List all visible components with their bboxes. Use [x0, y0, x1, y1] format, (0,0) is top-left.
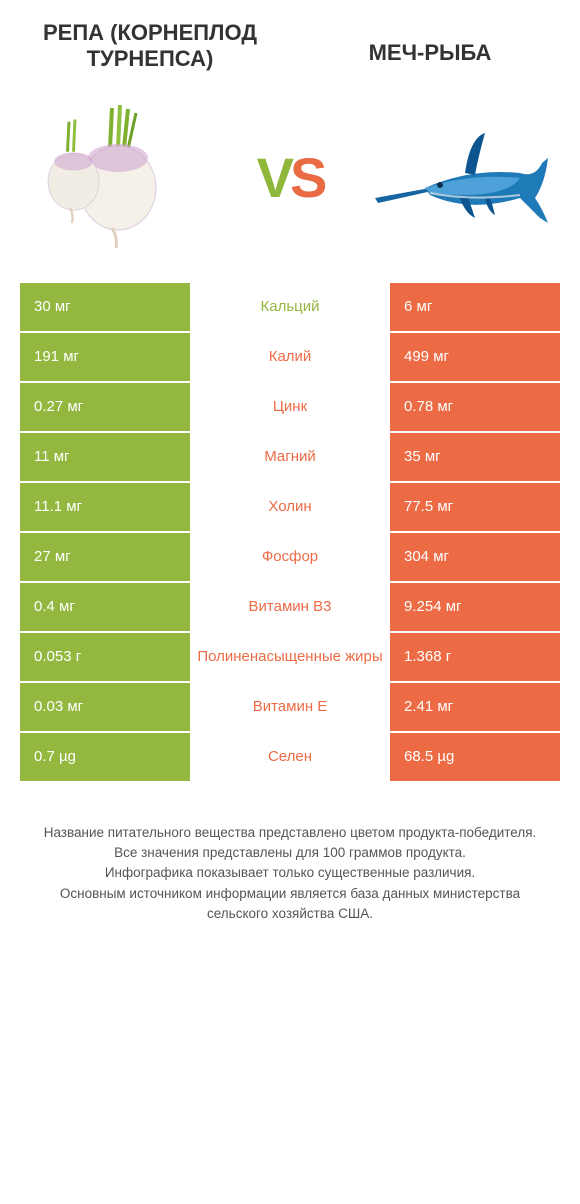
nutrient-label: Магний [190, 433, 390, 481]
right-value-cell: 6 мг [390, 283, 560, 331]
left-value-cell: 191 мг [20, 333, 190, 381]
right-value-cell: 0.78 мг [390, 383, 560, 431]
table-row: 30 мгКальций6 мг [20, 283, 560, 331]
left-value-cell: 27 мг [20, 533, 190, 581]
table-row: 11.1 мгХолин77.5 мг [20, 483, 560, 531]
table-row: 0.03 мгВитамин E2.41 мг [20, 683, 560, 731]
right-value-cell: 499 мг [390, 333, 560, 381]
footer-line-4: Основным источником информации является … [30, 884, 550, 925]
vs-v: V [257, 146, 290, 209]
nutrient-label: Полиненасыщенные жиры [190, 633, 390, 681]
left-value-cell: 0.4 мг [20, 583, 190, 631]
swordfish-icon [370, 98, 550, 258]
footer-notes: Название питательного вещества представл… [0, 783, 580, 944]
right-value-cell: 304 мг [390, 533, 560, 581]
nutrient-label: Калий [190, 333, 390, 381]
right-value-cell: 2.41 мг [390, 683, 560, 731]
left-value-cell: 0.27 мг [20, 383, 190, 431]
images-row: VS [0, 83, 580, 283]
header: РЕПА (КОРНЕПЛОД ТУРНЕПСА) МЕЧ-РЫБА [0, 0, 580, 83]
footer-line-2: Все значения представлены для 100 граммо… [30, 843, 550, 863]
left-product-title: РЕПА (КОРНЕПЛОД ТУРНЕПСА) [40, 20, 260, 73]
turnip-icon [30, 98, 210, 258]
left-value-cell: 0.053 г [20, 633, 190, 681]
nutrient-label: Цинк [190, 383, 390, 431]
vs-s: S [290, 146, 323, 209]
nutrient-label: Фосфор [190, 533, 390, 581]
right-value-cell: 68.5 µg [390, 733, 560, 781]
right-value-cell: 77.5 мг [390, 483, 560, 531]
table-row: 0.7 µgСелен68.5 µg [20, 733, 560, 781]
table-row: 0.27 мгЦинк0.78 мг [20, 383, 560, 431]
right-value-cell: 9.254 мг [390, 583, 560, 631]
vs-label: VS [257, 145, 324, 210]
left-value-cell: 30 мг [20, 283, 190, 331]
table-row: 191 мгКалий499 мг [20, 333, 560, 381]
left-value-cell: 11 мг [20, 433, 190, 481]
table-row: 0.4 мгВитамин B39.254 мг [20, 583, 560, 631]
right-value-cell: 1.368 г [390, 633, 560, 681]
left-value-cell: 0.7 µg [20, 733, 190, 781]
footer-line-1: Название питательного вещества представл… [30, 823, 550, 843]
left-value-cell: 11.1 мг [20, 483, 190, 531]
footer-line-3: Инфографика показывает только существенн… [30, 863, 550, 883]
nutrient-label: Селен [190, 733, 390, 781]
table-row: 11 мгМагний35 мг [20, 433, 560, 481]
right-product-title: МЕЧ-РЫБА [320, 40, 540, 72]
table-row: 27 мгФосфор304 мг [20, 533, 560, 581]
nutrient-label: Витамин B3 [190, 583, 390, 631]
nutrition-table: 30 мгКальций6 мг191 мгКалий499 мг0.27 мг… [0, 283, 580, 781]
nutrient-label: Холин [190, 483, 390, 531]
nutrient-label: Кальций [190, 283, 390, 331]
right-value-cell: 35 мг [390, 433, 560, 481]
table-row: 0.053 гПолиненасыщенные жиры1.368 г [20, 633, 560, 681]
left-value-cell: 0.03 мг [20, 683, 190, 731]
nutrient-label: Витамин E [190, 683, 390, 731]
